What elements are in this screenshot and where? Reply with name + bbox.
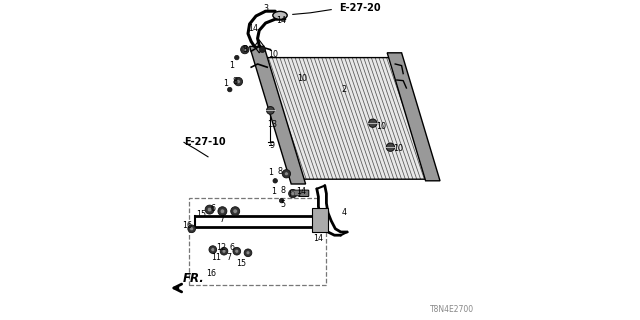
Text: E-27-20: E-27-20 xyxy=(339,3,381,13)
Text: 10: 10 xyxy=(394,144,403,153)
Text: 16: 16 xyxy=(182,221,192,230)
Circle shape xyxy=(233,247,241,255)
FancyBboxPatch shape xyxy=(298,190,308,196)
Circle shape xyxy=(234,55,239,60)
Polygon shape xyxy=(261,58,432,179)
Text: 8: 8 xyxy=(233,77,237,86)
Text: 4: 4 xyxy=(342,208,346,217)
Text: 7: 7 xyxy=(226,253,232,262)
Text: 14: 14 xyxy=(248,24,258,33)
Text: 14: 14 xyxy=(276,16,287,25)
Text: 1: 1 xyxy=(230,61,234,70)
Circle shape xyxy=(234,77,243,86)
Circle shape xyxy=(233,209,237,213)
Circle shape xyxy=(205,205,214,214)
Text: 1: 1 xyxy=(271,188,276,196)
Circle shape xyxy=(244,249,252,257)
Polygon shape xyxy=(317,186,347,235)
Text: 10: 10 xyxy=(269,50,278,59)
Circle shape xyxy=(235,249,239,253)
Circle shape xyxy=(209,246,216,253)
Circle shape xyxy=(291,192,294,196)
Text: 2: 2 xyxy=(341,85,347,94)
Text: E-27-10: E-27-10 xyxy=(184,137,226,148)
Text: 15: 15 xyxy=(237,260,246,268)
Text: 13: 13 xyxy=(267,120,277,129)
Text: 14: 14 xyxy=(314,234,323,243)
Text: 12: 12 xyxy=(216,244,226,252)
Text: 14: 14 xyxy=(296,188,306,196)
Ellipse shape xyxy=(273,12,287,20)
Circle shape xyxy=(188,225,196,233)
FancyBboxPatch shape xyxy=(312,208,328,232)
Text: 15: 15 xyxy=(196,210,207,219)
Circle shape xyxy=(190,227,193,231)
Circle shape xyxy=(220,209,225,213)
Circle shape xyxy=(243,48,247,52)
Circle shape xyxy=(241,45,249,54)
Circle shape xyxy=(369,119,377,127)
Polygon shape xyxy=(250,46,306,184)
Circle shape xyxy=(218,207,227,216)
Text: 8: 8 xyxy=(281,186,285,195)
Text: T8N4E2700: T8N4E2700 xyxy=(429,305,474,314)
Text: 6: 6 xyxy=(211,204,215,212)
Text: 7: 7 xyxy=(220,215,225,224)
Circle shape xyxy=(228,87,232,92)
Text: 16: 16 xyxy=(206,269,216,278)
Circle shape xyxy=(273,179,278,183)
Circle shape xyxy=(277,12,283,19)
Circle shape xyxy=(280,198,284,203)
Text: 8: 8 xyxy=(278,167,282,176)
Text: 10: 10 xyxy=(298,74,307,83)
Text: 8: 8 xyxy=(243,45,247,54)
Circle shape xyxy=(246,251,250,255)
Circle shape xyxy=(282,170,291,178)
Text: FR.: FR. xyxy=(182,272,204,285)
Text: 10: 10 xyxy=(376,122,386,131)
Circle shape xyxy=(222,249,226,253)
Circle shape xyxy=(231,207,239,216)
Circle shape xyxy=(237,80,241,84)
Text: 6: 6 xyxy=(230,244,234,252)
Circle shape xyxy=(211,248,215,252)
Circle shape xyxy=(266,107,274,114)
Text: 11: 11 xyxy=(211,253,221,262)
Circle shape xyxy=(207,207,212,212)
Polygon shape xyxy=(387,53,440,181)
Circle shape xyxy=(260,47,265,52)
Circle shape xyxy=(220,247,228,255)
Text: 1: 1 xyxy=(268,168,273,177)
Circle shape xyxy=(386,143,394,151)
Text: 9: 9 xyxy=(269,141,275,150)
Polygon shape xyxy=(248,11,285,50)
Text: 3: 3 xyxy=(263,4,268,12)
FancyBboxPatch shape xyxy=(291,190,300,196)
Circle shape xyxy=(284,172,288,176)
Text: 1: 1 xyxy=(223,79,228,88)
Text: 5: 5 xyxy=(280,200,286,209)
Circle shape xyxy=(289,189,297,198)
